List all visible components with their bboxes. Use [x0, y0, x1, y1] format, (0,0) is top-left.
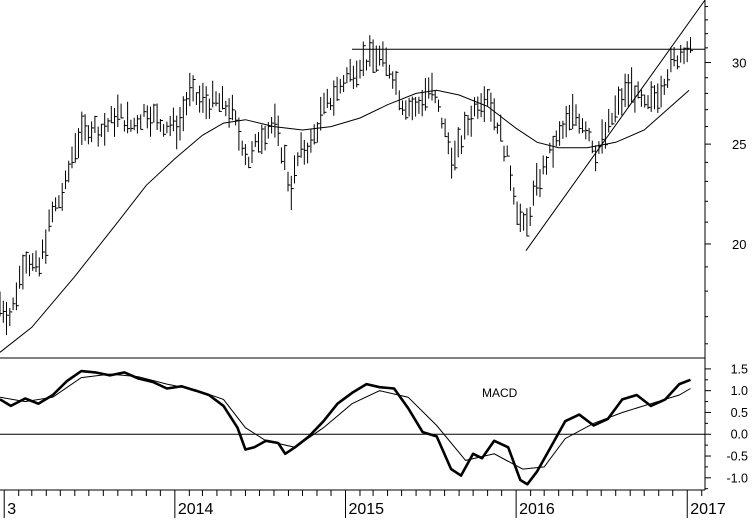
x-tick-label-2: 2015	[348, 501, 384, 518]
x-axis-ticks: 3 2014 2015 2016 2017	[3, 490, 726, 518]
x-tick-label-1: 2014	[178, 501, 214, 518]
trend-line	[525, 0, 706, 252]
x-axis: 3 2014 2015 2016 2017	[0, 489, 726, 518]
price-tick-label-25: 25	[732, 137, 746, 152]
x-tick-label-0: 3	[7, 501, 16, 518]
macd-tick-label-3: 0.0	[731, 428, 748, 442]
macd-tick-label-1: 1.0	[731, 384, 748, 398]
macd-tick-label-5: -1.0	[726, 471, 748, 485]
price-panel: 20 25 30	[0, 0, 746, 358]
macd-signal-line	[0, 373, 691, 470]
macd-tick-label-0: 1.5	[731, 362, 748, 376]
x-tick-label-3: 2016	[519, 501, 555, 518]
moving-average-line	[0, 89, 690, 353]
price-tick-label-30: 30	[732, 56, 746, 71]
macd-panel: MACD 1.5 1.0 0.5 0.0 -0.5 -1.0	[0, 358, 748, 490]
price-tick-label-20: 20	[732, 237, 746, 252]
price-bars	[0, 35, 693, 336]
macd-line	[0, 369, 691, 486]
price-axis-ticks: 20 25 30	[705, 6, 746, 345]
macd-label: MACD	[482, 386, 518, 400]
macd-axis-ticks: 1.5 1.0 0.5 0.0 -0.5 -1.0	[705, 362, 748, 490]
x-tick-label-4: 2017	[690, 501, 726, 518]
macd-tick-label-2: 0.5	[731, 406, 748, 420]
macd-tick-label-4: -0.5	[726, 450, 748, 464]
